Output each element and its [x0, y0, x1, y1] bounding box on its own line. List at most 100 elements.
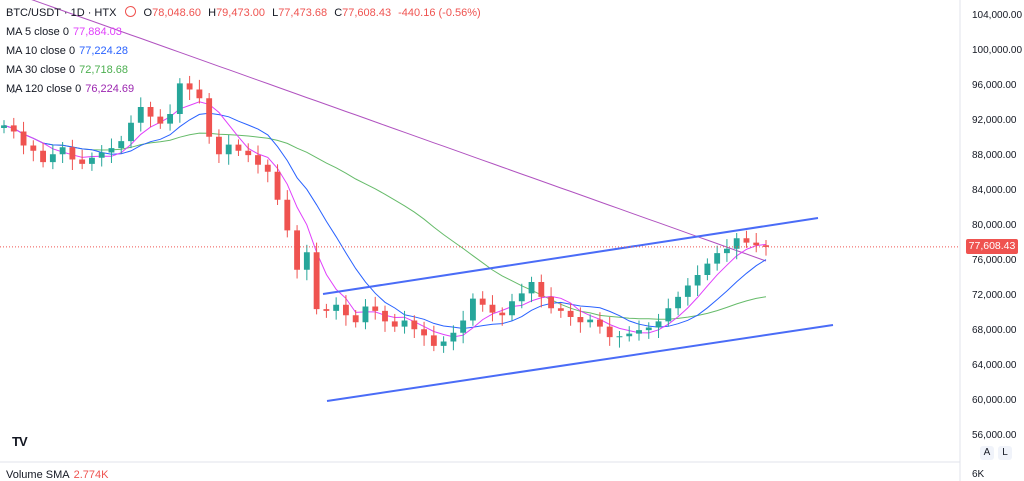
- candle-body: [723, 248, 730, 254]
- indicator-ma120[interactable]: MA 120 close 0 76,224.69: [6, 83, 135, 95]
- price-tick-label: 56,000.00: [972, 430, 1017, 441]
- candle-body: [479, 298, 486, 305]
- candle-body: [186, 83, 193, 90]
- candle-body: [557, 308, 564, 311]
- candle-body: [655, 321, 662, 328]
- candle-body: [753, 242, 760, 246]
- candle-body: [704, 263, 711, 275]
- candle-body: [313, 252, 320, 310]
- price-tick-label: 60,000.00: [972, 395, 1017, 406]
- candle-body: [577, 317, 584, 323]
- price-tick-label: 76,000.00: [972, 255, 1017, 266]
- candle-body: [548, 296, 555, 309]
- candle-body: [694, 275, 701, 286]
- candle-body: [645, 327, 652, 331]
- ma120-line: [31, 0, 767, 262]
- candle-body: [411, 320, 418, 330]
- symbol-title[interactable]: BTC/USDT · 1D · HTX: [6, 7, 117, 19]
- candle-body: [567, 310, 574, 317]
- candle-body: [196, 89, 203, 99]
- candle-body: [274, 171, 281, 200]
- candle-body: [509, 301, 515, 316]
- candle-body: [743, 238, 750, 243]
- indicator-ma30[interactable]: MA 30 close 0 72,718.68: [6, 64, 129, 76]
- candle-body: [79, 159, 86, 164]
- volume-legend[interactable]: Volume SMA 2.774K: [6, 469, 109, 481]
- candle-body: [401, 320, 408, 327]
- candle-body: [489, 304, 496, 313]
- candle-body: [333, 304, 340, 311]
- candle-body: [362, 306, 369, 323]
- candle-body: [255, 155, 261, 165]
- candle-body: [430, 335, 437, 346]
- legend: BTC/USDT · 1D · HTX O78,048.60 H79,473.0…: [6, 4, 481, 99]
- ma10-value: 77,224.28: [79, 45, 129, 57]
- candle-body: [606, 326, 613, 338]
- channel-upper-line: [322, 217, 819, 295]
- price-tick-label: 104,000.00: [972, 10, 1023, 21]
- tradingview-logo-icon[interactable]: TV: [12, 434, 28, 449]
- candle-body: [118, 141, 125, 149]
- open-value: 78,048.60: [152, 7, 202, 19]
- volume-axis-label: 6K: [972, 469, 985, 480]
- indicator-ma10[interactable]: MA 10 close 0 77,224.28: [6, 45, 129, 57]
- candle-body: [225, 144, 232, 155]
- price-tick-label: 92,000.00: [972, 115, 1017, 126]
- high-value: 79,473.00: [216, 7, 265, 19]
- candle-body: [421, 329, 428, 336]
- candle-body: [40, 150, 47, 163]
- candle-body: [323, 309, 330, 311]
- indicator-ma5[interactable]: MA 5 close 0 77,884.03: [6, 26, 122, 38]
- candle-body: [10, 125, 17, 132]
- ma120-value: 76,224.69: [85, 83, 135, 95]
- candle-body: [665, 308, 672, 322]
- candle-body: [235, 144, 242, 151]
- chevron-up-icon[interactable]: ⌃: [9, 88, 20, 102]
- candle-body: [147, 107, 154, 117]
- candle-body: [98, 152, 105, 158]
- price-tick-label: 64,000.00: [972, 360, 1017, 371]
- candle-body: [518, 293, 525, 302]
- candle-body: [294, 230, 301, 270]
- ma5-value: 77,884.03: [72, 26, 122, 38]
- candle-body: [49, 154, 56, 163]
- price-tick-label: 72,000.00: [972, 290, 1017, 301]
- candle-body: [30, 145, 37, 151]
- price-tick-label: 100,000.00: [972, 45, 1023, 56]
- log-scale-button[interactable]: L: [998, 446, 1012, 460]
- ma30-line: [3, 124, 767, 320]
- channel-lower-line: [326, 324, 834, 402]
- candle-body: [167, 114, 174, 124]
- candle-body: [128, 122, 134, 142]
- candle-body: [176, 83, 183, 114]
- candle-body: [20, 131, 27, 146]
- ma30-value: 72,718.68: [79, 64, 129, 76]
- price-tick-label: 96,000.00: [972, 80, 1017, 91]
- candle-body: [636, 330, 642, 334]
- candle-body: [675, 296, 682, 309]
- low-value: 77,473.68: [278, 7, 328, 19]
- candle-body: [733, 238, 740, 249]
- candle-body: [596, 319, 603, 327]
- candle-body: [303, 252, 310, 270]
- close-value: 77,608.43: [342, 7, 392, 19]
- auto-scale-button[interactable]: A: [980, 446, 994, 460]
- candle-body: [108, 148, 115, 153]
- candle-body: [215, 136, 222, 155]
- change-value: -440.16 (-0.56%): [398, 7, 481, 19]
- candle-body: [587, 319, 594, 323]
- candle-body: [440, 341, 447, 346]
- price-tick-label: 80,000.00: [972, 220, 1017, 231]
- candle-body: [382, 310, 388, 322]
- ohlc-row: BTC/USDT · 1D · HTX O78,048.60 H79,473.0…: [6, 6, 481, 19]
- candle-body: [372, 306, 379, 311]
- candle-body: [616, 336, 623, 338]
- candle-body: [528, 282, 535, 294]
- candle-body: [538, 282, 545, 297]
- candle-body: [684, 285, 691, 297]
- candle-body: [157, 116, 164, 124]
- status-dot-icon: [125, 6, 137, 17]
- current-price-label: 77,608.43: [966, 239, 1018, 254]
- candle-body: [1, 125, 7, 128]
